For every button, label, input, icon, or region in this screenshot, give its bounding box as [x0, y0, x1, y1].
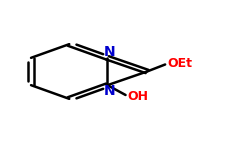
Text: OH: OH — [128, 90, 149, 103]
Text: OEt: OEt — [167, 57, 192, 70]
Text: N: N — [104, 45, 116, 59]
Text: N: N — [104, 84, 116, 98]
